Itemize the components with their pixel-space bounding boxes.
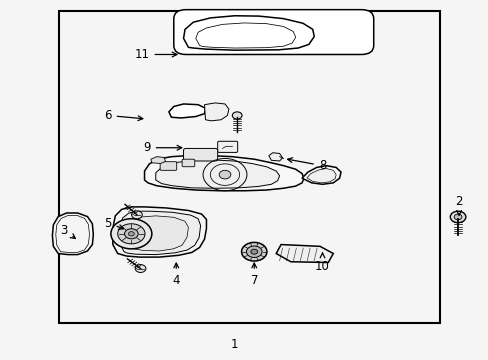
Circle shape [453,214,461,220]
Polygon shape [113,207,206,257]
Circle shape [128,231,134,236]
Circle shape [131,211,142,219]
Polygon shape [52,213,93,255]
Circle shape [135,265,145,273]
FancyBboxPatch shape [160,162,176,170]
Polygon shape [156,160,279,188]
Circle shape [246,246,262,257]
Polygon shape [126,216,188,251]
Polygon shape [268,153,282,161]
Circle shape [241,242,266,261]
FancyBboxPatch shape [183,148,217,161]
Circle shape [124,229,138,239]
Polygon shape [302,166,340,184]
FancyBboxPatch shape [217,141,237,152]
Text: 6: 6 [104,109,142,122]
Polygon shape [195,23,295,48]
Polygon shape [151,157,165,163]
Text: 11: 11 [134,48,177,61]
Text: 1: 1 [230,338,238,351]
Circle shape [111,219,152,249]
Text: 4: 4 [172,263,180,287]
Text: 10: 10 [314,253,329,273]
Polygon shape [306,168,335,183]
Circle shape [449,211,465,223]
Circle shape [250,249,257,254]
Polygon shape [144,156,304,191]
Text: 2: 2 [454,195,462,215]
Polygon shape [276,244,332,262]
Text: 9: 9 [143,141,182,154]
Circle shape [232,112,242,119]
Text: 8: 8 [287,158,325,172]
Bar [59,12,439,323]
Polygon shape [56,216,89,252]
FancyBboxPatch shape [173,10,373,54]
Text: 7: 7 [250,263,258,287]
Text: 5: 5 [104,216,123,230]
Circle shape [118,224,145,244]
Polygon shape [204,103,228,121]
Polygon shape [168,104,205,118]
FancyBboxPatch shape [182,159,194,167]
Polygon shape [120,211,200,255]
Text: 3: 3 [61,224,75,238]
Circle shape [219,170,230,179]
Polygon shape [183,16,314,50]
